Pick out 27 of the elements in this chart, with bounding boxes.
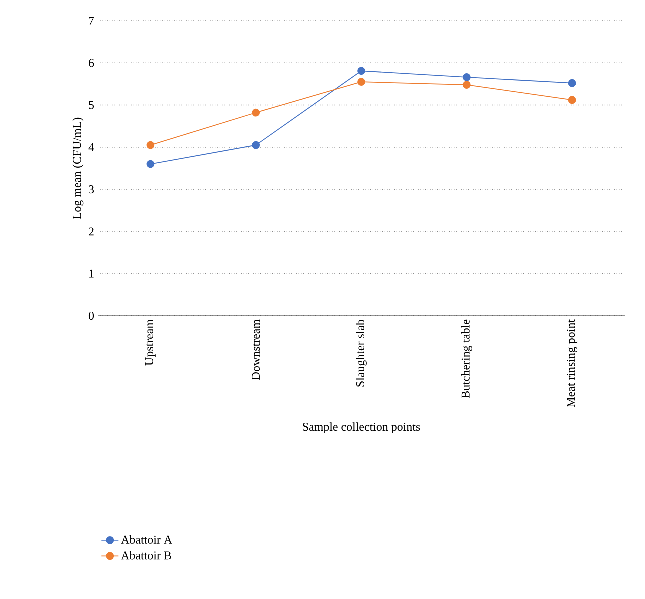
point (358, 67, 366, 76)
x-tick-label: Downstream (252, 320, 260, 380)
x-tick-label: Upstream (146, 320, 156, 366)
y-tick-label: 0 (88, 312, 94, 320)
x-tick-label: Meat rinsing point (567, 320, 578, 408)
point (462, 81, 471, 89)
point (568, 79, 576, 88)
y-tick-label: 7 (89, 17, 94, 25)
point (252, 141, 260, 150)
x-tick-label: Butchering table (461, 320, 472, 399)
y-tick-label: 4 (88, 143, 94, 152)
point (462, 74, 471, 82)
x-axis-title: Sample collection points (303, 422, 420, 434)
legend-label: Abattoir A (121, 536, 172, 544)
point (146, 141, 155, 150)
point (358, 78, 366, 86)
point (252, 108, 260, 117)
y-axis-title: Log mean (CFU/mL) (72, 118, 84, 220)
legend-label: Abattoir B (121, 551, 172, 560)
y-tick-label: 3 (89, 186, 94, 194)
y-tick-label: 5 (89, 101, 94, 110)
y-tick-label: 1 (90, 270, 94, 278)
y-tick-label: 2 (89, 228, 94, 236)
point (568, 96, 576, 104)
point (146, 160, 155, 168)
x-tick-label: Slaughter slab (356, 320, 367, 387)
y-tick-label: 6 (89, 59, 94, 68)
